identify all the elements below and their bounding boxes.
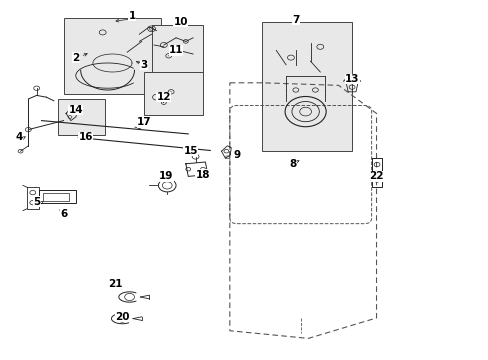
Text: 20: 20 (115, 312, 129, 322)
Text: 9: 9 (233, 150, 240, 160)
Bar (261, 22, 351, 151)
Text: 19: 19 (159, 171, 173, 181)
Text: 7: 7 (291, 15, 299, 25)
Text: 13: 13 (344, 74, 359, 84)
Text: 18: 18 (195, 170, 210, 180)
Text: 1: 1 (128, 11, 135, 21)
Text: 21: 21 (107, 279, 122, 289)
Text: 10: 10 (173, 17, 188, 27)
Text: 3: 3 (141, 60, 147, 70)
Text: 22: 22 (368, 171, 383, 181)
Bar (39, 190, 76, 203)
Bar (63, 18, 161, 94)
Bar (58, 99, 105, 135)
Bar (144, 72, 203, 115)
Text: 16: 16 (78, 132, 93, 142)
Text: 2: 2 (72, 53, 79, 63)
Bar (151, 25, 203, 72)
Text: 15: 15 (183, 146, 198, 156)
Text: 6: 6 (60, 209, 67, 219)
Text: 17: 17 (137, 117, 151, 127)
Bar (42, 193, 69, 201)
Text: 12: 12 (156, 92, 171, 102)
Text: 4: 4 (16, 132, 23, 142)
Text: 11: 11 (168, 45, 183, 55)
Text: 14: 14 (68, 105, 83, 115)
Text: 5: 5 (33, 197, 40, 207)
Text: 8: 8 (289, 159, 296, 169)
